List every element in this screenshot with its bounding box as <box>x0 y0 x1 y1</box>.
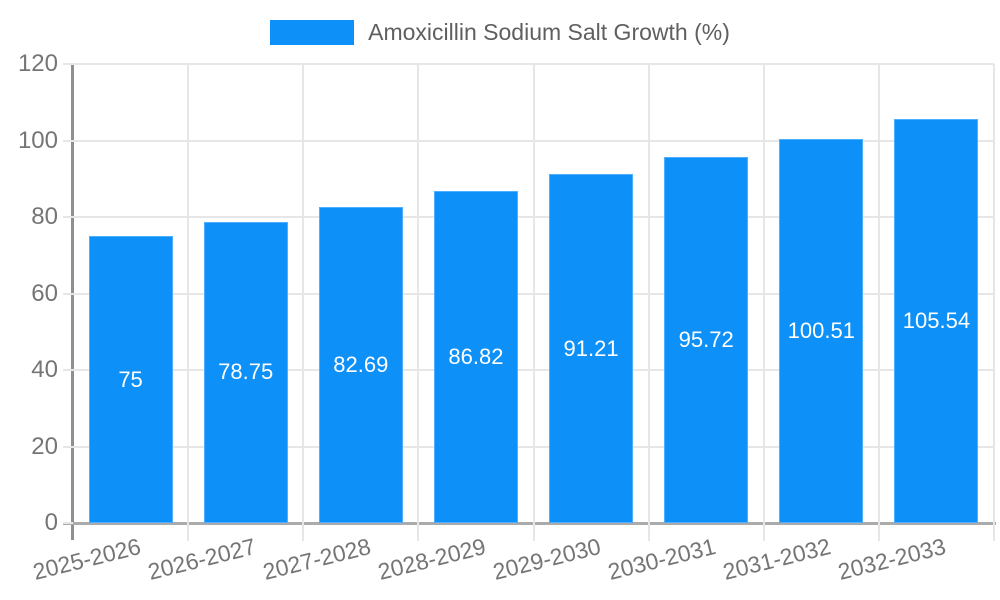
bar-2030-2031[interactable]: 95.72 <box>664 156 749 523</box>
x-gridline <box>302 64 305 541</box>
bar-2026-2027[interactable]: 78.75 <box>203 221 288 523</box>
y-axis-tick-label: 40 <box>31 356 58 383</box>
bar-2027-2028[interactable]: 82.69 <box>318 206 403 523</box>
y-axis-tick-label: 60 <box>31 279 58 307</box>
y-tick-mark <box>63 369 73 371</box>
y-axis-line <box>71 64 74 540</box>
y-tick-mark <box>63 522 73 524</box>
y-tick-mark <box>63 63 73 65</box>
x-gridline <box>762 64 765 541</box>
bar-value-label: 100.51 <box>787 317 855 343</box>
bar-2032-2033[interactable]: 105.54 <box>894 119 979 523</box>
y-axis-tick-label: 0 <box>44 509 58 536</box>
legend-item[interactable]: Amoxicillin Sodium Salt Growth (%) <box>0 19 1000 46</box>
y-axis-tick-label: 20 <box>31 432 58 460</box>
bar-value-label: 95.72 <box>678 326 734 352</box>
bar-value-label: 78.75 <box>218 359 274 385</box>
y-tick-mark <box>63 445 73 448</box>
plot-area: 0 20 40 60 80 100 120 75 2025-2026 78.75 2026-2027… <box>18 50 996 585</box>
x-gridline <box>187 64 190 541</box>
legend-swatch <box>270 20 355 45</box>
bar-value-label: 91.21 <box>563 335 619 361</box>
x-gridline <box>993 64 995 541</box>
x-gridline <box>647 64 650 541</box>
bar-value-label: 75 <box>118 366 143 392</box>
x-gridline <box>417 64 420 541</box>
legend-label: Amoxicillin Sodium Salt Growth (%) <box>368 19 730 45</box>
bar-2028-2029[interactable]: 86.82 <box>433 190 518 523</box>
x-axis-line <box>63 522 996 525</box>
y-tick-mark <box>63 216 73 218</box>
bar-2025-2026[interactable]: 75 <box>88 236 173 523</box>
y-tick-mark <box>63 139 73 142</box>
y-axis-tick-label: 80 <box>31 203 58 230</box>
bar-value-label: 82.69 <box>333 351 389 377</box>
bar-2029-2030[interactable]: 91.21 <box>549 174 634 523</box>
x-gridline <box>532 64 535 541</box>
y-axis-tick-label: 100 <box>17 126 58 154</box>
bar-value-label: 86.82 <box>448 343 504 369</box>
y-axis-tick-label: 120 <box>17 50 58 77</box>
x-gridline <box>877 64 880 541</box>
y-tick-mark <box>63 292 73 295</box>
bar-value-label: 105.54 <box>902 308 971 334</box>
bar-2031-2032[interactable]: 100.51 <box>779 138 864 523</box>
